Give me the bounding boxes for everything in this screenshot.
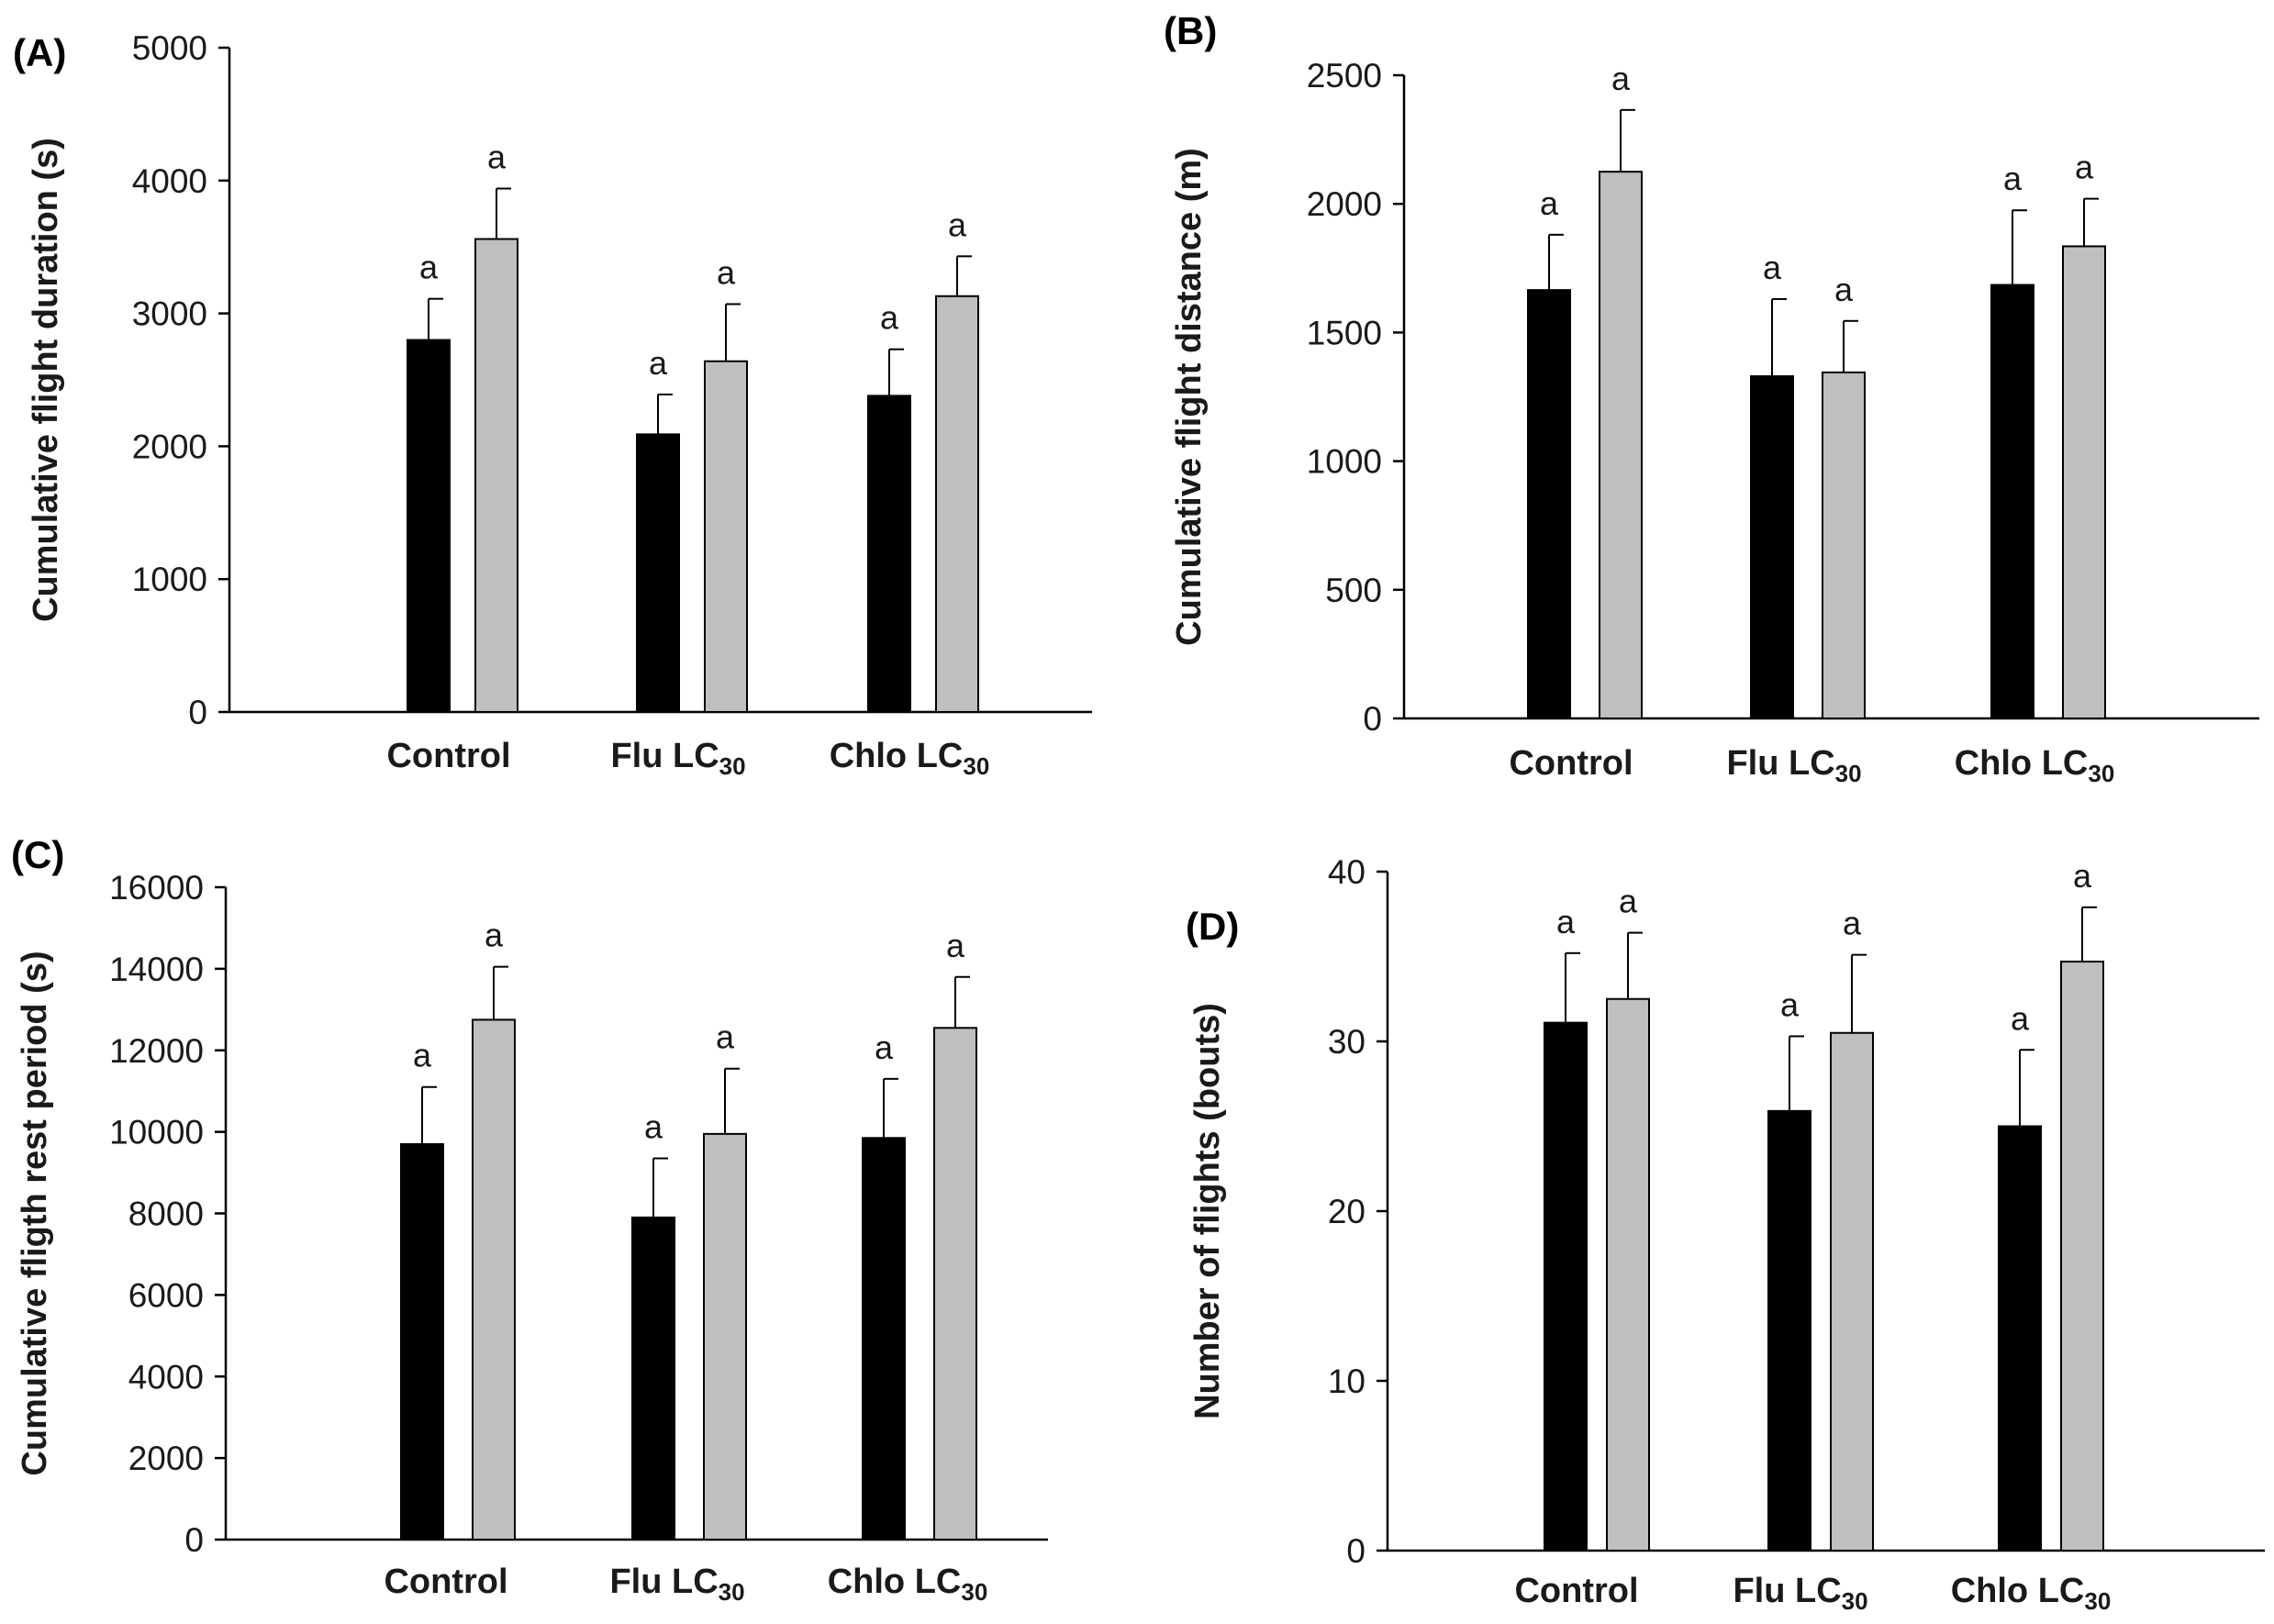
category-label: Flu LC30 xyxy=(609,1563,744,1606)
significance-letter: a xyxy=(419,249,439,286)
bar-light xyxy=(472,1018,516,1541)
bar-dark xyxy=(867,395,911,713)
significance-letter: a xyxy=(649,344,668,382)
y-tick-label: 2000 xyxy=(1307,185,1382,223)
category-label: Chlo LC30 xyxy=(828,1563,988,1606)
y-tick-label: 8000 xyxy=(128,1196,204,1233)
bar-light xyxy=(935,295,979,713)
chart-panel-a: (A) 0 1000 2000 3000 4000 5000 Cumulative fligh… xyxy=(13,29,1092,780)
category-label: Chlo LC30 xyxy=(830,737,990,780)
category-label: Chlo LC30 xyxy=(1955,744,2115,787)
category-label: Chlo LC30 xyxy=(1951,1572,2112,1615)
y-tick-label: 20 xyxy=(1328,1193,1366,1230)
y-tick-label: 12000 xyxy=(109,1032,204,1070)
significance-letter: a xyxy=(413,1037,432,1074)
chart-panel-d: (D) 0 10 20 30 40 Number of flights (bouts) Con… xyxy=(1186,853,2265,1615)
y-tick-label: 2000 xyxy=(132,428,207,465)
bar-light xyxy=(2060,961,2104,1552)
y-tick-label: 4000 xyxy=(128,1358,204,1396)
panel-label: (A) xyxy=(13,31,66,74)
bar-light xyxy=(1599,171,1643,719)
significance-letter: a xyxy=(487,138,507,175)
significance-letter: a xyxy=(485,917,504,954)
panel-label: (B) xyxy=(1164,9,1217,52)
bar-light xyxy=(933,1027,977,1541)
bar-light xyxy=(1606,997,1650,1552)
category-label: Flu LC30 xyxy=(1726,744,1861,787)
significance-letter: a xyxy=(2011,999,2030,1037)
y-tick-label: 3000 xyxy=(132,295,207,333)
category-label: Control xyxy=(1509,744,1633,783)
y-axis-label: Number of flights (bouts) xyxy=(1188,1003,1227,1419)
significance-letter: a xyxy=(2003,160,2023,197)
y-tick-label: 14000 xyxy=(109,951,204,988)
category-label: Control xyxy=(384,1563,507,1601)
bar-light xyxy=(2062,245,2106,719)
y-tick-label: 1000 xyxy=(132,561,207,598)
y-tick-label: 2500 xyxy=(1307,57,1382,95)
bar-light xyxy=(704,360,748,713)
significance-letter: a xyxy=(1611,60,1631,97)
significance-letter: a xyxy=(880,299,899,337)
bar-dark xyxy=(407,339,451,713)
bar-dark xyxy=(1990,284,2034,719)
category-label: Flu LC30 xyxy=(1733,1572,1867,1615)
significance-letter: a xyxy=(1556,903,1576,940)
y-tick-label: 500 xyxy=(1325,572,1382,609)
category-label: Control xyxy=(386,737,510,775)
significance-letter: a xyxy=(2073,857,2092,895)
y-tick-label: 1000 xyxy=(1307,443,1382,481)
bar-dark xyxy=(1998,1125,2042,1552)
y-tick-label: 0 xyxy=(1363,700,1382,738)
y-tick-label: 30 xyxy=(1328,1023,1366,1061)
chart-panel-b: (B) 0 500 1000 1500 2000 2500 Cumulative flight… xyxy=(1164,9,2259,787)
bar-light xyxy=(1830,1031,1874,1552)
bar-dark xyxy=(862,1137,906,1541)
bar-dark xyxy=(1544,1021,1588,1552)
significance-letter: a xyxy=(1619,883,1638,920)
significance-letter: a xyxy=(1540,184,1559,222)
y-tick-label: 0 xyxy=(188,694,207,731)
significance-letter: a xyxy=(1834,271,1854,308)
y-axis-label: Cumulative fligth rest period (s) xyxy=(16,951,54,1475)
chart-panel-c: (C) 0 2000 4000 6000 8000 10000 12000 14000 16000… xyxy=(11,833,1048,1606)
y-tick-label: 10000 xyxy=(109,1114,204,1151)
significance-letter: a xyxy=(948,206,967,243)
category-label: Control xyxy=(1514,1572,1638,1610)
y-tick-label: 4000 xyxy=(132,162,207,200)
significance-letter: a xyxy=(1780,985,1800,1023)
bar-dark xyxy=(636,433,680,713)
significance-letter: a xyxy=(946,927,965,964)
y-tick-label: 1500 xyxy=(1307,314,1382,351)
bar-dark xyxy=(1750,375,1794,719)
significance-letter: a xyxy=(1763,249,1782,286)
significance-letter: a xyxy=(716,1018,735,1056)
y-tick-label: 0 xyxy=(184,1521,204,1559)
bar-light xyxy=(474,238,518,713)
significance-letter: a xyxy=(717,253,736,291)
significance-letter: a xyxy=(875,1029,894,1066)
bar-light xyxy=(1822,371,1866,719)
y-tick-label: 40 xyxy=(1328,853,1366,891)
significance-letter: a xyxy=(644,1108,663,1146)
y-tick-label: 6000 xyxy=(128,1276,204,1314)
panel-label: (D) xyxy=(1186,905,1239,948)
panel-label: (C) xyxy=(11,833,64,876)
bar-dark xyxy=(631,1216,675,1541)
category-label: Flu LC30 xyxy=(610,737,745,780)
bar-dark xyxy=(1767,1109,1811,1552)
bar-dark xyxy=(400,1142,444,1541)
significance-letter: a xyxy=(2075,149,2094,186)
significance-letter: a xyxy=(1843,905,1862,942)
bar-dark xyxy=(1527,289,1571,719)
y-tick-label: 0 xyxy=(1346,1532,1366,1570)
bar-light xyxy=(703,1132,747,1541)
y-tick-label: 5000 xyxy=(132,29,207,67)
y-tick-label: 10 xyxy=(1328,1363,1366,1400)
y-axis-label: Cumulative flight distance (m) xyxy=(1170,148,1209,646)
y-axis-label: Cumulative flight duration (s) xyxy=(27,138,65,622)
y-tick-label: 16000 xyxy=(109,869,204,907)
y-tick-label: 2000 xyxy=(128,1440,204,1477)
